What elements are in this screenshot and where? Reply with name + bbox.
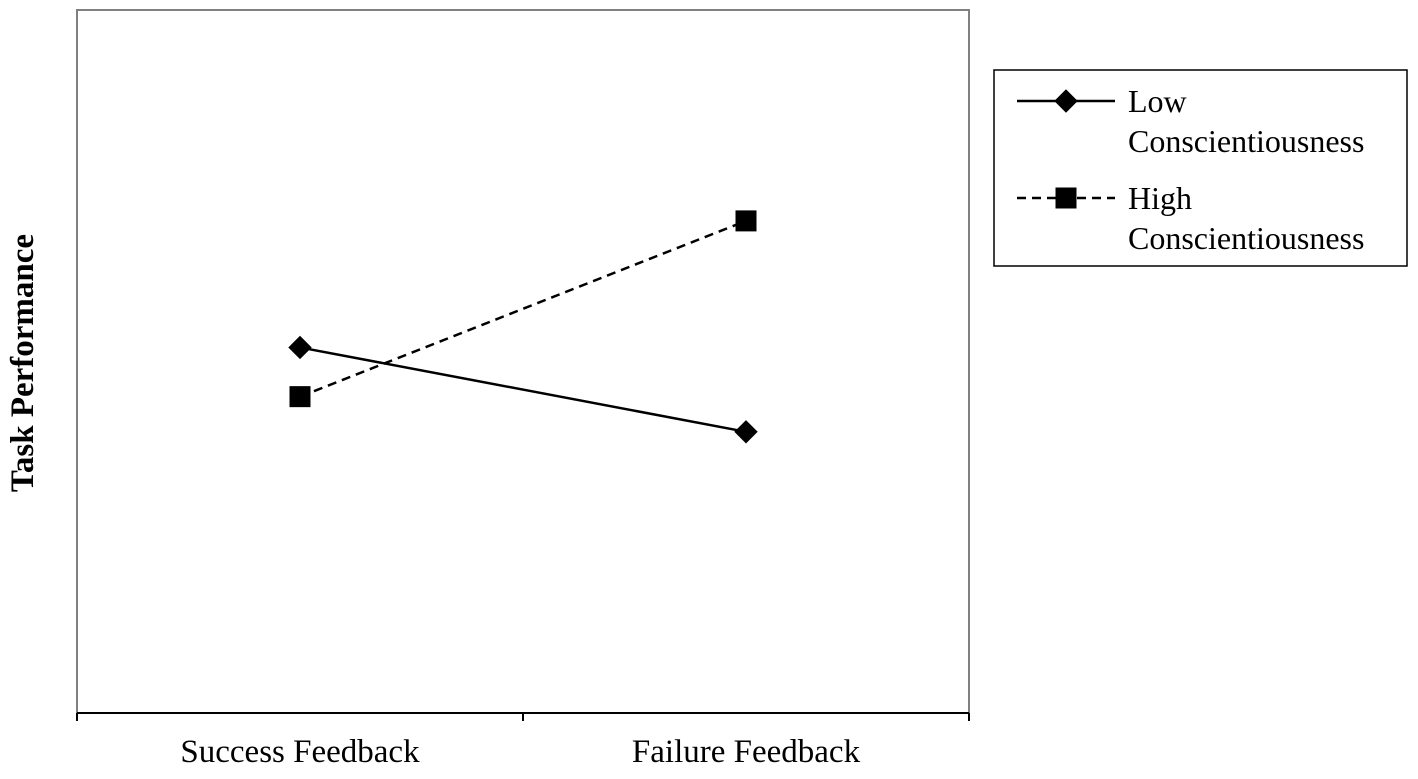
data-point-square [735,210,757,232]
x-tick-label: Success Feedback [180,734,420,770]
legend-item: High Conscientiousness [1017,180,1364,256]
data-point-diamond [288,335,312,360]
legend-label: High [1128,180,1192,216]
legend-label: Conscientiousness [1128,123,1364,159]
legend-marker-square [1055,187,1077,209]
legend-label: Conscientiousness [1128,220,1364,256]
series-line [299,219,747,398]
x-tick-labels: Success Feedback Failure Feedback [180,734,860,770]
x-tick-label: Failure Feedback [632,734,861,770]
y-axis-title: Task Performance [5,234,41,492]
series-layer [288,210,758,444]
legend-item: Low Conscientiousness [1017,83,1364,159]
legend-marker-diamond [1054,89,1078,113]
x-tick-marks [76,713,970,721]
data-point-square [289,386,311,408]
plot-area-frame [76,9,970,714]
legend-label: Low [1128,83,1187,119]
series-2 [289,210,757,408]
series-line [299,346,747,434]
data-point-diamond [734,420,758,444]
series-1 [288,335,758,444]
legend: Low Conscientiousness High Conscientiousnes… [993,69,1408,267]
